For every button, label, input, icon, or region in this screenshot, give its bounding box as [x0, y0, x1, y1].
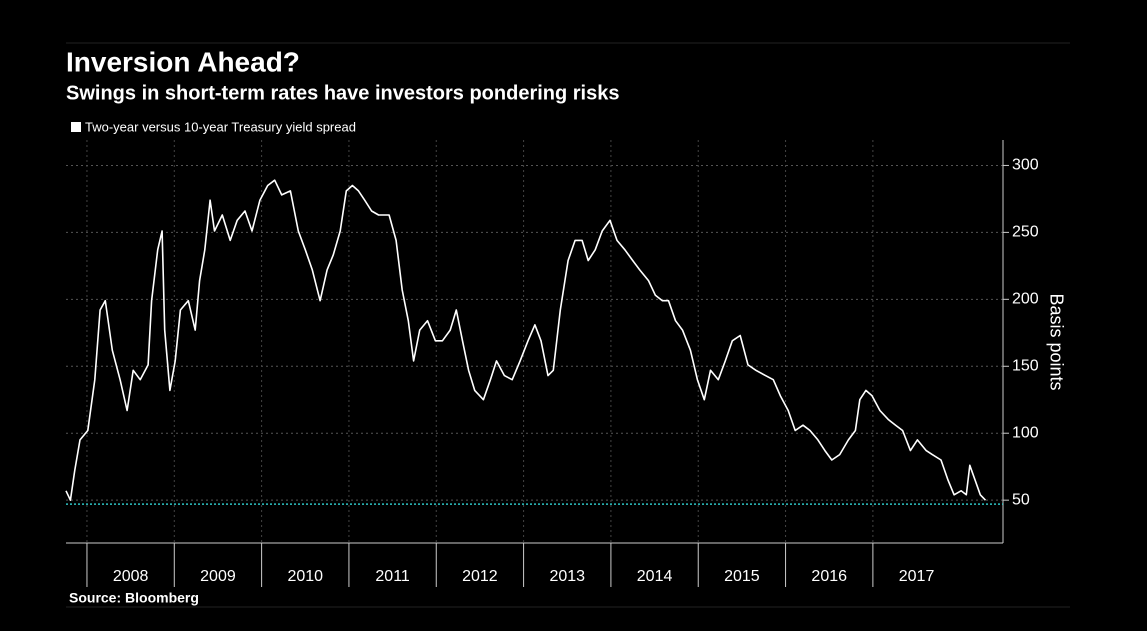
x-tick-label: 2015	[724, 568, 760, 585]
y-tick-label: 100	[1012, 424, 1039, 441]
x-tick-label: 2011	[375, 568, 410, 585]
y-axis-label: Basis points	[1046, 293, 1066, 390]
y-tick-label: 50	[1012, 491, 1030, 508]
chart-title: Inversion Ahead?	[66, 46, 300, 77]
x-tick-label: 2009	[200, 568, 236, 585]
x-tick-label: 2016	[811, 568, 847, 585]
series-line	[65, 179, 987, 501]
legend-swatch	[71, 122, 81, 132]
legend-label: Two-year versus 10-year Treasury yield s…	[85, 119, 356, 134]
x-tick-label: 2017	[899, 568, 935, 585]
x-tick-label: 2010	[287, 568, 323, 585]
x-tick-label: 2008	[113, 568, 149, 585]
x-tick-label: 2012	[462, 568, 498, 585]
x-tick-label: 2013	[549, 568, 585, 585]
chart-subtitle: Swings in short-term rates have investor…	[66, 82, 620, 104]
y-tick-label: 250	[1012, 224, 1039, 241]
source: Source: Bloomberg	[69, 590, 199, 606]
x-tick-label: 2014	[637, 568, 673, 585]
y-tick-label: 200	[1012, 291, 1039, 308]
y-tick-label: 300	[1012, 157, 1039, 174]
y-tick-label: 150	[1012, 357, 1039, 374]
